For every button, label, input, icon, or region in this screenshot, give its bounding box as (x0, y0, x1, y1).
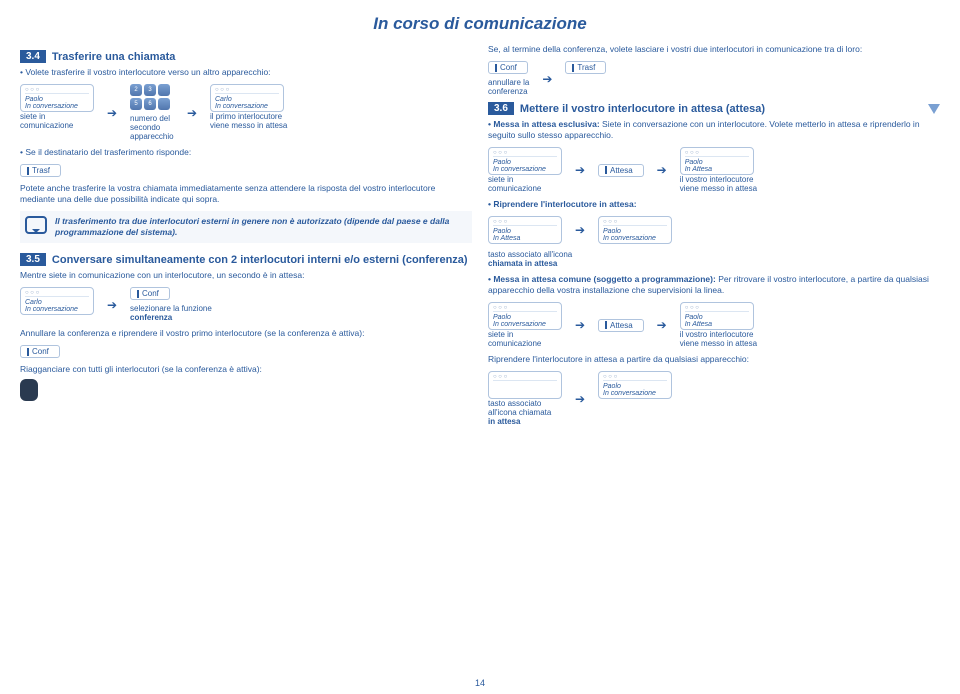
caption: secondo (130, 123, 174, 132)
softkey-conf[interactable]: Conf (130, 287, 170, 300)
section-title: Trasferire una chiamata (52, 51, 176, 63)
arrow-icon: ➔ (654, 162, 670, 178)
display-name: Paolo (603, 383, 667, 390)
softkey-conf[interactable]: Conf (20, 345, 60, 358)
phone-display: ○ ○ ○ Paolo In conversazione (598, 371, 672, 399)
section-number: 3.6 (488, 102, 514, 115)
caption: comunicazione (488, 339, 562, 348)
caption: comunicazione (488, 184, 562, 193)
softkey-conf[interactable]: Conf (488, 61, 528, 74)
section-title: Conversare simultaneamente con 2 interlo… (52, 254, 468, 266)
display-name: Paolo (493, 228, 557, 235)
body-text: Annullare la conferenza e riprendere il … (20, 328, 472, 339)
hangup-key-icon (20, 379, 38, 401)
caption: numero del (130, 114, 174, 123)
caption: all'icona chiamata (488, 408, 562, 417)
display-status: In conversazione (25, 306, 89, 313)
caption: annullare la (488, 78, 529, 87)
caption: in attesa (488, 417, 562, 426)
phone-display: ○ ○ ○ Carlo In conversazione (20, 287, 94, 315)
phone-display: ○ ○ ○ Carlo In conversazione (210, 84, 284, 112)
section-number: 3.5 (20, 253, 46, 266)
phone-display: ○ ○ ○ Paolo In conversazione (598, 216, 672, 244)
display-status: In conversazione (603, 390, 667, 397)
phone-display: ○ ○ ○ Paolo In Attesa (488, 216, 562, 244)
caption: viene messo in attesa (680, 184, 757, 193)
right-column: Se, al termine della conferenza, volete … (488, 44, 940, 432)
display-status: In conversazione (493, 166, 557, 173)
softkey-attesa[interactable]: Attesa (598, 319, 644, 332)
phone-display: ○ ○ ○ Paolo In conversazione (488, 302, 562, 330)
softkey-trasf[interactable]: Trasf (565, 61, 606, 74)
left-column: 3.4 Trasferire una chiamata Volete trasf… (20, 44, 472, 432)
triangle-down-icon (928, 104, 940, 114)
note-text: Il trasferimento tra due interlocutori e… (55, 216, 467, 238)
arrow-icon: ➔ (572, 162, 588, 178)
arrow-icon: ➔ (654, 317, 670, 333)
caption: tasto associato (488, 399, 562, 408)
arrow-icon: ➔ (184, 105, 200, 121)
arrow-icon: ➔ (104, 105, 120, 121)
body-text: Riagganciare con tutti gli interlocutori… (20, 364, 472, 375)
caption: chiamata in attesa (488, 259, 940, 268)
display-status: In conversazione (25, 103, 89, 110)
section-title: Mettere il vostro interlocutore in attes… (520, 103, 765, 115)
note-icon (25, 216, 47, 234)
caption: il vostro interlocutore (680, 175, 757, 184)
body-text: Potete anche trasferire la vostra chiama… (20, 183, 472, 205)
display-name: Paolo (25, 96, 89, 103)
caption: siete in (488, 330, 562, 339)
display-name: Paolo (493, 314, 557, 321)
caption: il vostro interlocutore (680, 330, 757, 339)
display-name: Paolo (685, 159, 749, 166)
body-text: Mentre siete in comunicazione con un int… (20, 270, 472, 281)
display-status: In conversazione (215, 103, 279, 110)
display-name: Carlo (25, 299, 89, 306)
keypad-icon: 2356 (130, 84, 174, 110)
arrow-icon: ➔ (572, 317, 588, 333)
page-title: In corso di comunicazione (0, 0, 960, 44)
caption: selezionare la funzione (130, 304, 212, 313)
caption: comunicazione (20, 121, 94, 130)
caption: siete in (20, 112, 94, 121)
caption: viene messo in attesa (210, 121, 287, 130)
phone-display: ○ ○ ○ Paolo In Attesa (680, 147, 754, 175)
arrow-icon: ➔ (104, 297, 120, 313)
softkey-attesa[interactable]: Attesa (598, 164, 644, 177)
arrow-icon: ➔ (539, 71, 555, 87)
arrow-icon: ➔ (572, 222, 588, 238)
caption: viene messo in attesa (680, 339, 757, 348)
body-text: Riprendere l'interlocutore in attesa: (488, 199, 940, 210)
caption: siete in (488, 175, 562, 184)
display-status: In Attesa (685, 321, 749, 328)
page-number: 14 (0, 678, 960, 688)
phone-display: ○ ○ ○ Paolo In conversazione (488, 147, 562, 175)
caption: conferenza (130, 313, 212, 322)
caption: apparecchio (130, 132, 174, 141)
display-status: In conversazione (493, 321, 557, 328)
display-status: In Attesa (685, 166, 749, 173)
caption: conferenza (488, 87, 529, 96)
body-text: Se il destinatario del trasferimento ris… (20, 147, 472, 158)
body-text: Riprendere l'interlocutore in attesa a p… (488, 354, 940, 365)
caption: il primo interlocutore (210, 112, 287, 121)
phone-display: ○ ○ ○ (488, 371, 562, 399)
display-status: In Attesa (493, 235, 557, 242)
display-name: Carlo (215, 96, 279, 103)
body-text: Messa in attesa esclusiva: Siete in conv… (488, 119, 940, 141)
display-status: In conversazione (603, 235, 667, 242)
arrow-icon: ➔ (572, 391, 588, 407)
display-name: Paolo (493, 159, 557, 166)
phone-display: ○ ○ ○ Paolo In Attesa (680, 302, 754, 330)
softkey-trasf[interactable]: Trasf (20, 164, 61, 177)
body-text: Messa in attesa comune (soggetto a progr… (488, 274, 940, 296)
section-number: 3.4 (20, 50, 46, 63)
intro-text: Volete trasferire il vostro interlocutor… (20, 67, 472, 78)
display-name: Paolo (685, 314, 749, 321)
caption: tasto associato all'icona (488, 250, 940, 259)
phone-display: ○ ○ ○ Paolo In conversazione (20, 84, 94, 112)
display-name: Paolo (603, 228, 667, 235)
body-text: Se, al termine della conferenza, volete … (488, 44, 940, 55)
